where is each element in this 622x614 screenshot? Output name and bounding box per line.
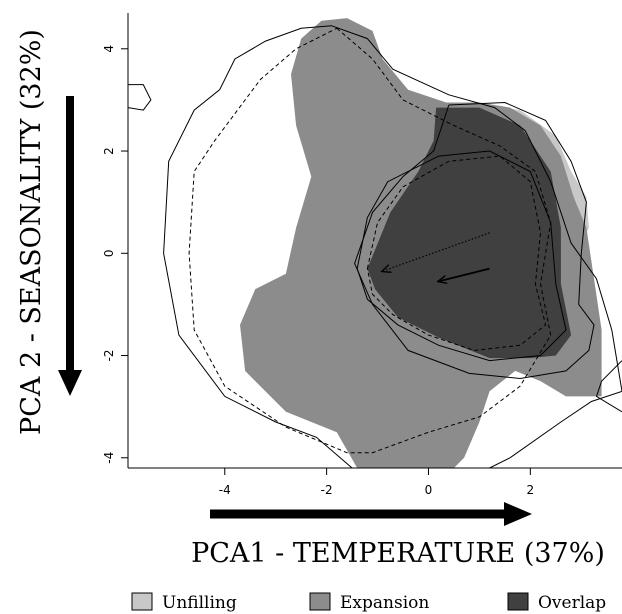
x-tick-label: -2 — [321, 483, 333, 497]
contour-line-5 — [366, 155, 547, 351]
y-axis-title: PCA 2 - SEASONALITY (32%) — [16, 29, 47, 435]
contour-line-4 — [356, 150, 567, 362]
y-tick-label: 0 — [102, 249, 116, 257]
x-tick-label: 2 — [527, 483, 535, 497]
centroid-shift-arrow-1 — [383, 232, 490, 271]
area-overlap — [367, 107, 572, 359]
legend-label-unfilling: Unfilling — [162, 593, 237, 613]
legend-label-overlap: Overlap — [538, 593, 606, 613]
x-tick-label: 0 — [425, 483, 433, 497]
y-tick-label: -4 — [102, 452, 116, 464]
legend-swatch-overlap — [507, 592, 529, 611]
x-tick-label: -4 — [219, 483, 231, 497]
legend-swatch-expansion — [309, 592, 331, 611]
y-tick-label: 4 — [102, 45, 116, 53]
contour-line-1 — [163, 25, 622, 468]
contour-line-6 — [128, 84, 152, 111]
legend-swatch-unfilling — [131, 592, 153, 611]
y-tick-label: 2 — [102, 147, 116, 155]
legend-label-expansion: Expansion — [340, 593, 429, 613]
y-tick-label: -2 — [102, 350, 116, 362]
contour-line-3 — [354, 101, 595, 380]
contour-line-7 — [595, 360, 622, 413]
x-axis-title: PCA1 - TEMPERATURE (37%) — [191, 538, 605, 569]
legend: Unfilling Expansion Overlap — [131, 592, 606, 613]
plot-area — [128, 18, 622, 468]
centroid-shift-arrow-2 — [439, 267, 490, 282]
